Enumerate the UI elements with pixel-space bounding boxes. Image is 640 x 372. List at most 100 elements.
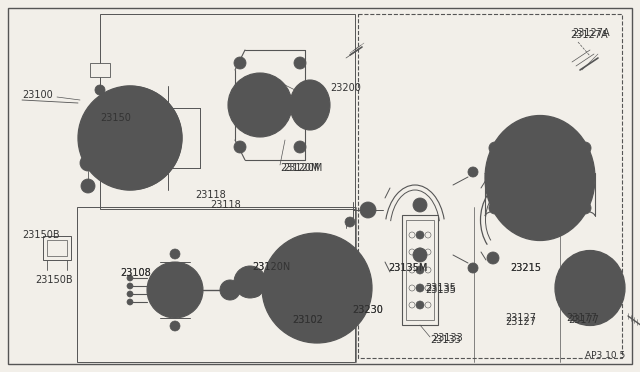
Circle shape [294,57,306,69]
Circle shape [234,141,246,153]
Circle shape [228,73,292,137]
Circle shape [165,280,185,300]
Circle shape [234,266,266,298]
Circle shape [155,270,195,310]
Circle shape [248,283,262,297]
Circle shape [489,142,501,154]
Circle shape [78,86,182,190]
Ellipse shape [296,87,324,123]
Ellipse shape [290,80,330,130]
Circle shape [294,141,306,153]
Text: 23177: 23177 [566,313,597,323]
Text: 23108: 23108 [120,268,151,278]
Text: 23150B: 23150B [22,230,60,240]
Circle shape [220,280,240,300]
Bar [90,63,110,77]
Bar [100,14,355,209]
Text: 23127: 23127 [505,317,536,327]
Circle shape [314,285,320,291]
Circle shape [575,253,585,263]
Bar [47,240,67,256]
Circle shape [287,258,347,318]
Text: 23135: 23135 [425,285,456,295]
Circle shape [127,299,133,305]
Circle shape [252,287,258,293]
Text: AP3 10 5: AP3 10 5 [585,351,625,360]
Circle shape [95,85,105,95]
Text: 23150B: 23150B [35,275,72,285]
Bar [43,236,71,260]
Circle shape [360,202,376,218]
Circle shape [468,263,478,273]
Circle shape [416,231,424,239]
Circle shape [80,155,96,171]
Text: 23135M: 23135M [388,263,428,273]
Text: 23100: 23100 [22,90,52,100]
Text: 23118: 23118 [210,200,241,210]
Circle shape [240,272,260,292]
Circle shape [416,266,424,274]
Text: 23133: 23133 [430,335,461,345]
Text: 23127: 23127 [505,313,536,323]
Circle shape [127,291,133,297]
Text: 23120N: 23120N [252,262,291,272]
Text: 23118: 23118 [195,190,226,200]
Circle shape [579,142,591,154]
Circle shape [595,313,605,323]
Circle shape [238,83,282,127]
Text: 23200: 23200 [330,83,361,93]
Circle shape [269,240,365,336]
Text: 23135M: 23135M [388,263,428,273]
Circle shape [248,93,272,117]
Circle shape [416,301,424,309]
Text: 23230: 23230 [352,305,383,315]
Bar [358,14,622,358]
Circle shape [413,248,427,262]
Circle shape [84,159,92,167]
Text: 23215: 23215 [510,263,541,273]
Text: 23177: 23177 [568,315,599,325]
Circle shape [118,126,142,150]
Text: 23102: 23102 [292,315,323,325]
Text: 23120M: 23120M [280,163,319,173]
Circle shape [125,133,135,143]
Text: 23127A: 23127A [572,28,610,38]
Bar [402,215,438,325]
Circle shape [299,270,335,306]
Circle shape [85,183,91,189]
Text: 23133: 23133 [432,333,463,343]
Circle shape [170,249,180,259]
Circle shape [468,167,478,177]
Text: 23230: 23230 [352,305,383,315]
Circle shape [262,233,372,343]
Circle shape [309,280,325,296]
Bar [406,220,434,320]
Ellipse shape [555,250,625,326]
Bar [77,207,355,362]
Ellipse shape [302,95,318,115]
Text: 23120N: 23120N [252,262,291,272]
Circle shape [557,294,567,304]
Text: 23150: 23150 [100,113,131,123]
Text: 23120M: 23120M [283,163,323,173]
Text: 23215: 23215 [510,263,541,273]
Text: 23102: 23102 [292,315,323,325]
Circle shape [127,275,133,281]
Text: 23135: 23135 [425,283,456,293]
Circle shape [487,252,499,264]
Circle shape [224,284,236,296]
Circle shape [413,198,427,212]
Circle shape [170,321,180,331]
Circle shape [127,283,133,289]
Circle shape [81,179,95,193]
Text: 23127A: 23127A [570,30,607,40]
Circle shape [416,284,424,292]
Circle shape [489,202,501,214]
Circle shape [106,114,154,162]
Circle shape [345,217,355,227]
Circle shape [532,170,548,186]
Ellipse shape [485,115,595,241]
Circle shape [416,248,424,256]
Circle shape [578,276,602,300]
Ellipse shape [493,123,588,233]
